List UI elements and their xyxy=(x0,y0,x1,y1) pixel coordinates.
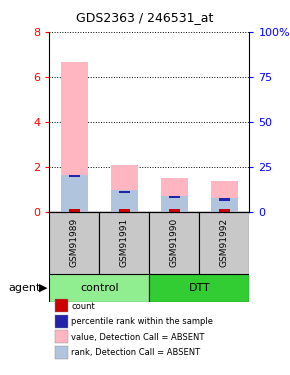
Bar xyxy=(49,212,99,274)
Bar xyxy=(161,196,188,212)
Bar xyxy=(200,212,249,274)
Text: agent: agent xyxy=(9,283,41,293)
Text: count: count xyxy=(71,302,95,311)
Bar xyxy=(149,274,249,302)
Text: GSM91992: GSM91992 xyxy=(220,218,229,267)
Bar xyxy=(119,209,130,212)
Bar xyxy=(169,209,180,212)
Text: rank, Detection Call = ABSENT: rank, Detection Call = ABSENT xyxy=(71,348,200,357)
Text: DTT: DTT xyxy=(188,283,210,293)
Bar xyxy=(61,175,88,212)
Bar xyxy=(161,178,188,212)
Text: ▶: ▶ xyxy=(39,283,48,293)
Bar xyxy=(99,212,149,274)
Bar xyxy=(149,212,200,274)
Text: percentile rank within the sample: percentile rank within the sample xyxy=(71,317,213,326)
Bar xyxy=(49,274,149,302)
Bar xyxy=(169,196,180,198)
Bar xyxy=(219,198,230,201)
Bar xyxy=(110,165,138,212)
Bar xyxy=(211,182,238,212)
Bar xyxy=(110,190,138,212)
Bar xyxy=(69,175,80,177)
Bar xyxy=(69,209,80,212)
Bar xyxy=(211,198,238,212)
Bar xyxy=(61,62,88,212)
Text: GDS2363 / 246531_at: GDS2363 / 246531_at xyxy=(76,11,214,24)
Bar xyxy=(219,209,230,212)
Text: value, Detection Call = ABSENT: value, Detection Call = ABSENT xyxy=(71,333,204,342)
Text: GSM91991: GSM91991 xyxy=(120,218,129,267)
Bar xyxy=(119,190,130,193)
Text: GSM91989: GSM91989 xyxy=(70,218,79,267)
Text: control: control xyxy=(80,283,119,293)
Text: GSM91990: GSM91990 xyxy=(170,218,179,267)
